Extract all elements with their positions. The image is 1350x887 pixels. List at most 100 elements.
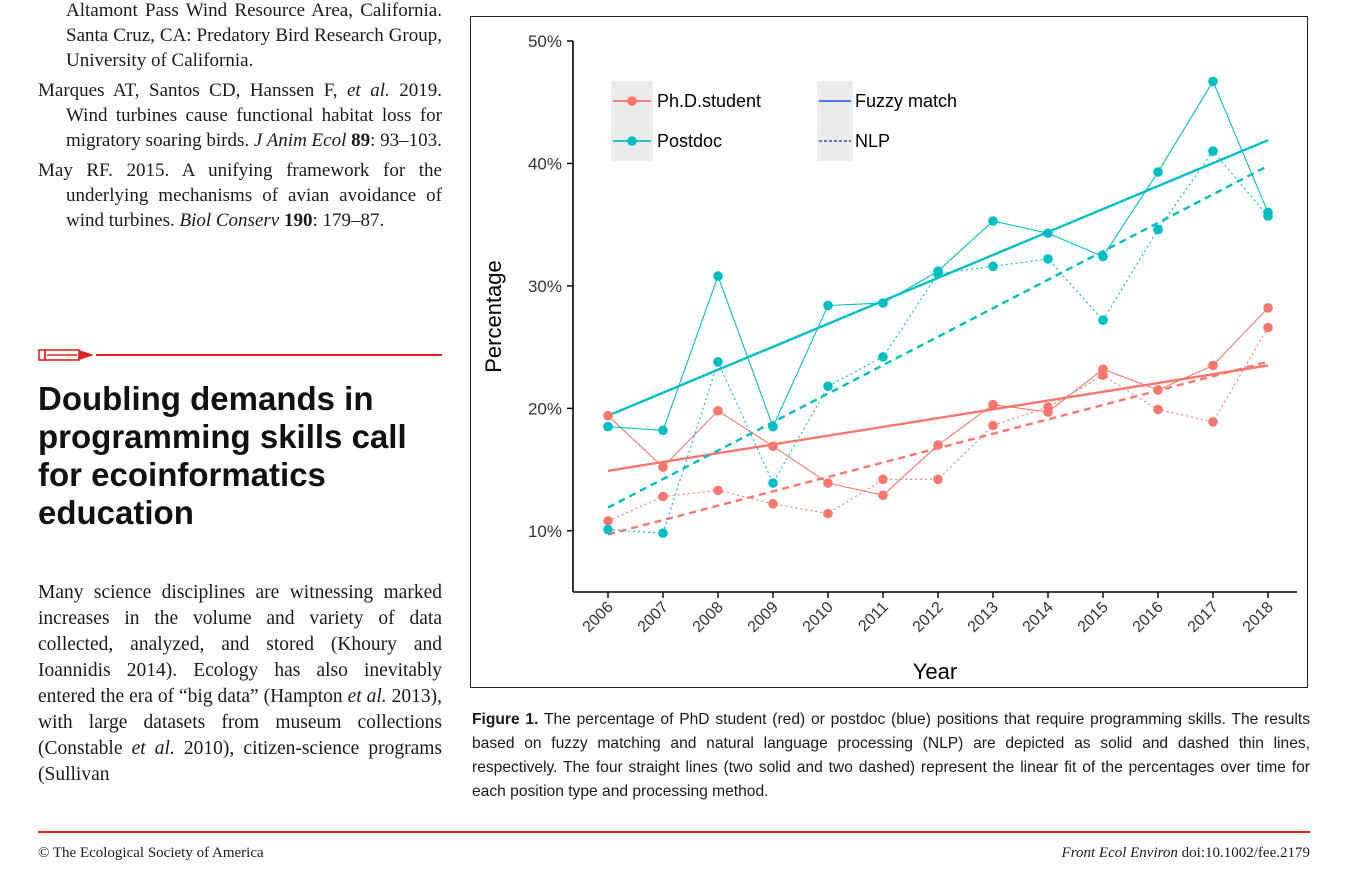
data-point-postdoc-fuzzy — [713, 271, 723, 281]
x-tick-label: 2008 — [690, 599, 727, 636]
reference-part: : 93–103. — [370, 130, 442, 151]
x-tick-label: 2007 — [635, 599, 672, 636]
legend-label-phd: Ph.D.student — [657, 91, 761, 111]
data-point-postdoc-fuzzy — [1153, 167, 1163, 177]
data-point-phd-nlp — [768, 499, 778, 509]
data-point-postdoc-nlp — [768, 478, 778, 488]
body-paragraph: Many science disciplines are witnessing … — [38, 580, 442, 788]
data-point-phd-fuzzy — [658, 462, 668, 472]
footer-doi: doi:10.1002/fee.2179 — [1177, 845, 1310, 861]
reference-item: Marques AT, Santos CD, Hanssen F, et al.… — [38, 78, 442, 153]
data-point-postdoc-fuzzy — [768, 421, 778, 432]
body-part: 2013), with large datasets from museum c… — [38, 686, 442, 759]
data-point-phd-fuzzy — [878, 490, 888, 501]
caption-text: The percentage of PhD student (red) or p… — [472, 711, 1310, 800]
figure-panel: 10% 20% 30% 40% 50% 2006 2007 2008 2009 2010 2011 2… — [470, 16, 1308, 688]
data-point-postdoc-nlp — [878, 352, 888, 362]
body-part: et al. — [347, 686, 387, 707]
footer-journal: Front Ecol Environ — [1061, 845, 1178, 861]
data-point-postdoc-fuzzy — [603, 421, 613, 432]
series-line-phd-nlp — [607, 327, 1269, 522]
legend-key-point — [627, 136, 637, 146]
data-point-postdoc-fuzzy — [1098, 251, 1108, 262]
data-point-phd-fuzzy — [988, 399, 998, 410]
fit-line-phd-fuzzy — [607, 364, 1269, 472]
reference-part: J Anim Ecol — [253, 130, 347, 151]
line-chart: 10% 20% 30% 40% 50% 2006 2007 2008 2009 2010 2011 2… — [481, 32, 1297, 684]
data-point-phd-fuzzy — [713, 405, 723, 416]
data-point-phd-fuzzy — [933, 440, 943, 450]
x-tick-label: 2011 — [855, 599, 891, 635]
data-point-phd-nlp — [713, 485, 723, 496]
x-tick-label: 2006 — [580, 599, 617, 636]
data-point-postdoc-fuzzy — [878, 298, 888, 308]
reference-part: Biol Conserv — [179, 210, 280, 231]
x-tick-label: 2013 — [965, 599, 1002, 636]
reference-item: Altamont Pass Wind Resource Area, Califo… — [66, 0, 442, 71]
data-point-phd-nlp — [1263, 322, 1273, 333]
data-point-phd-nlp — [1153, 404, 1163, 415]
data-point-postdoc-nlp — [1153, 224, 1163, 235]
data-point-phd-nlp — [1208, 417, 1218, 427]
data-point-postdoc-nlp — [603, 524, 613, 535]
x-tick-label: 2009 — [745, 599, 782, 636]
y-tick-label: 20% — [528, 399, 562, 418]
footer-copyright: © The Ecological Society of America — [38, 845, 264, 861]
data-point-phd-fuzzy — [603, 410, 613, 421]
figure-label: Figure 1. — [472, 711, 539, 728]
reference-part: 89 — [351, 130, 371, 151]
reference-part: Marques AT, Santos CD, Hanssen F, — [38, 80, 347, 101]
fit-line-postdoc-nlp — [607, 164, 1269, 509]
data-point-phd-fuzzy — [1208, 360, 1218, 371]
y-tick-label: 50% — [528, 32, 562, 51]
data-point-phd-fuzzy — [1263, 303, 1273, 313]
data-point-phd-nlp — [603, 516, 613, 526]
figure-caption: Figure 1. The percentage of PhD student … — [472, 708, 1310, 804]
x-tick-label: 2012 — [910, 599, 947, 636]
data-point-phd-nlp — [878, 474, 888, 485]
x-tick-label: 2017 — [1185, 599, 1222, 636]
data-point-phd-nlp — [988, 420, 998, 431]
footer-citation: Front Ecol Environ doi:10.1002/fee.2179 — [1062, 845, 1310, 862]
y-tick-label: 30% — [528, 277, 562, 296]
data-point-postdoc-nlp — [988, 261, 998, 272]
data-point-postdoc-nlp — [658, 528, 668, 539]
data-point-phd-nlp — [658, 491, 668, 502]
legend-label-postdoc: Postdoc — [657, 131, 722, 151]
data-point-phd-nlp — [1043, 402, 1053, 412]
section-divider — [38, 346, 442, 364]
reference-list: Altamont Pass Wind Resource Area, Califo… — [38, 0, 442, 238]
section-heading: Doubling demands in programming skills c… — [38, 380, 407, 531]
data-point-postdoc-nlp — [713, 357, 723, 367]
data-point-postdoc-fuzzy — [658, 425, 668, 436]
data-point-postdoc-fuzzy — [988, 216, 998, 226]
reference-part: et al. — [347, 80, 390, 101]
legend-label-method: NLP — [855, 131, 890, 151]
data-point-phd-nlp — [823, 508, 833, 519]
data-point-postdoc-nlp — [1043, 254, 1053, 264]
reference-part: 2019. Wind turbines cause functional hab… — [66, 80, 443, 151]
x-tick-label: 2015 — [1075, 599, 1112, 636]
data-point-phd-fuzzy — [1153, 385, 1163, 395]
data-point-phd-nlp — [933, 474, 943, 485]
legend-key-point — [627, 96, 637, 106]
data-point-postdoc-nlp — [933, 268, 943, 279]
y-tick-label: 40% — [528, 154, 562, 173]
x-tick-label: 2016 — [1130, 599, 1167, 636]
data-point-postdoc-nlp — [823, 381, 833, 392]
data-point-postdoc-nlp — [1208, 146, 1218, 156]
reference-part: 190 — [283, 210, 313, 231]
data-point-phd-fuzzy — [768, 441, 778, 452]
data-point-postdoc-fuzzy — [1043, 228, 1053, 239]
body-part: et al. — [131, 738, 175, 759]
y-tick-label: 10% — [528, 522, 562, 541]
reference-part: May RF. 2015. A unifying framework for t… — [38, 160, 442, 231]
footer-rule — [38, 831, 1310, 833]
legend-label-method: Fuzzy match — [855, 91, 957, 111]
x-axis-label: Year — [913, 659, 957, 684]
x-tick-label: 2018 — [1240, 599, 1277, 636]
body-part: 2010), citizen-science programs (Sulliva… — [38, 738, 443, 785]
data-point-phd-nlp — [1098, 370, 1108, 381]
reference-part: : 179–87. — [312, 210, 385, 231]
body-part: Many science disciplines are witnessing … — [38, 582, 442, 707]
